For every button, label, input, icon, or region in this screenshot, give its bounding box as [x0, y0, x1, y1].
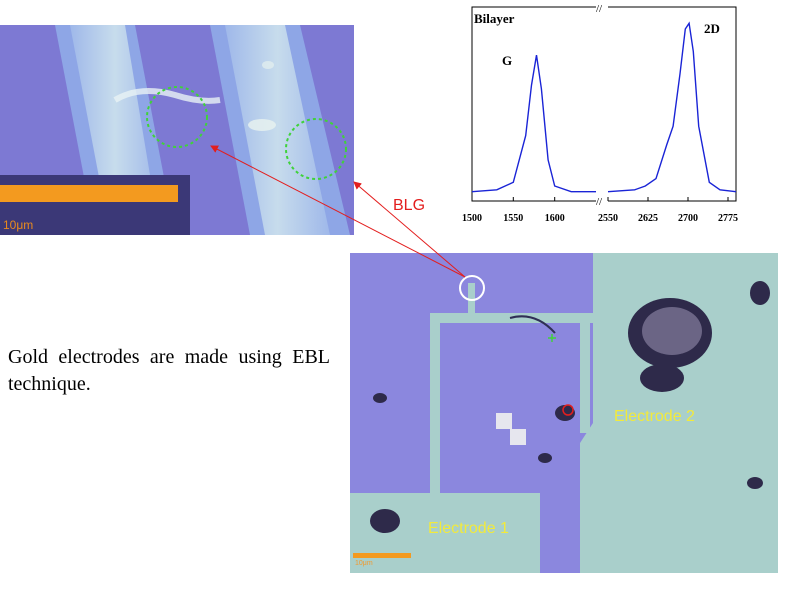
- main-scale-bar: [353, 553, 411, 558]
- g-band-curve: [471, 54, 596, 193]
- blg-location-circle: [459, 275, 485, 301]
- x-tick-label: 1550: [503, 213, 523, 224]
- x-tick-label: 2775: [718, 213, 738, 224]
- lead-vertical-left: [430, 313, 440, 498]
- sample-label: Bilayer: [474, 11, 515, 26]
- axis-break-bottom: //: [596, 196, 603, 208]
- plot-frame-right: [607, 6, 737, 202]
- zoom-scale-bar-label: 10μm: [3, 218, 34, 232]
- axis-break-top: //: [596, 3, 603, 15]
- electrode-2-label: Electrode 2: [614, 408, 695, 425]
- main-scale-bar-label: 10μm: [355, 560, 373, 567]
- zoom-micrograph: [0, 25, 354, 235]
- x-tick-label: 2550: [598, 213, 618, 224]
- lead-vertical-right: [580, 313, 590, 433]
- x-tick-label: 1500: [462, 213, 482, 224]
- description-text: Gold electrodes are made using EBL techn…: [8, 346, 330, 395]
- x-tick-label: 2700: [678, 213, 698, 224]
- plot-frame-left: [471, 6, 597, 202]
- x-tick-label: 2625: [638, 213, 658, 224]
- device-micrograph: [350, 253, 778, 573]
- blg-label: BLG: [393, 197, 426, 214]
- electrode-1-label: Electrode 1: [428, 520, 509, 537]
- raman-spectrum-chart: // // 1500 1550 1600 2550 2625 2700 2775 Bilay…: [462, 2, 738, 230]
- x-tick-label: 1600: [545, 213, 565, 224]
- 2d-band-curve: [607, 21, 737, 193]
- lead-horizontal: [440, 313, 600, 323]
- 2d-peak-label: 2D: [704, 21, 720, 36]
- g-peak-label: G: [502, 53, 512, 68]
